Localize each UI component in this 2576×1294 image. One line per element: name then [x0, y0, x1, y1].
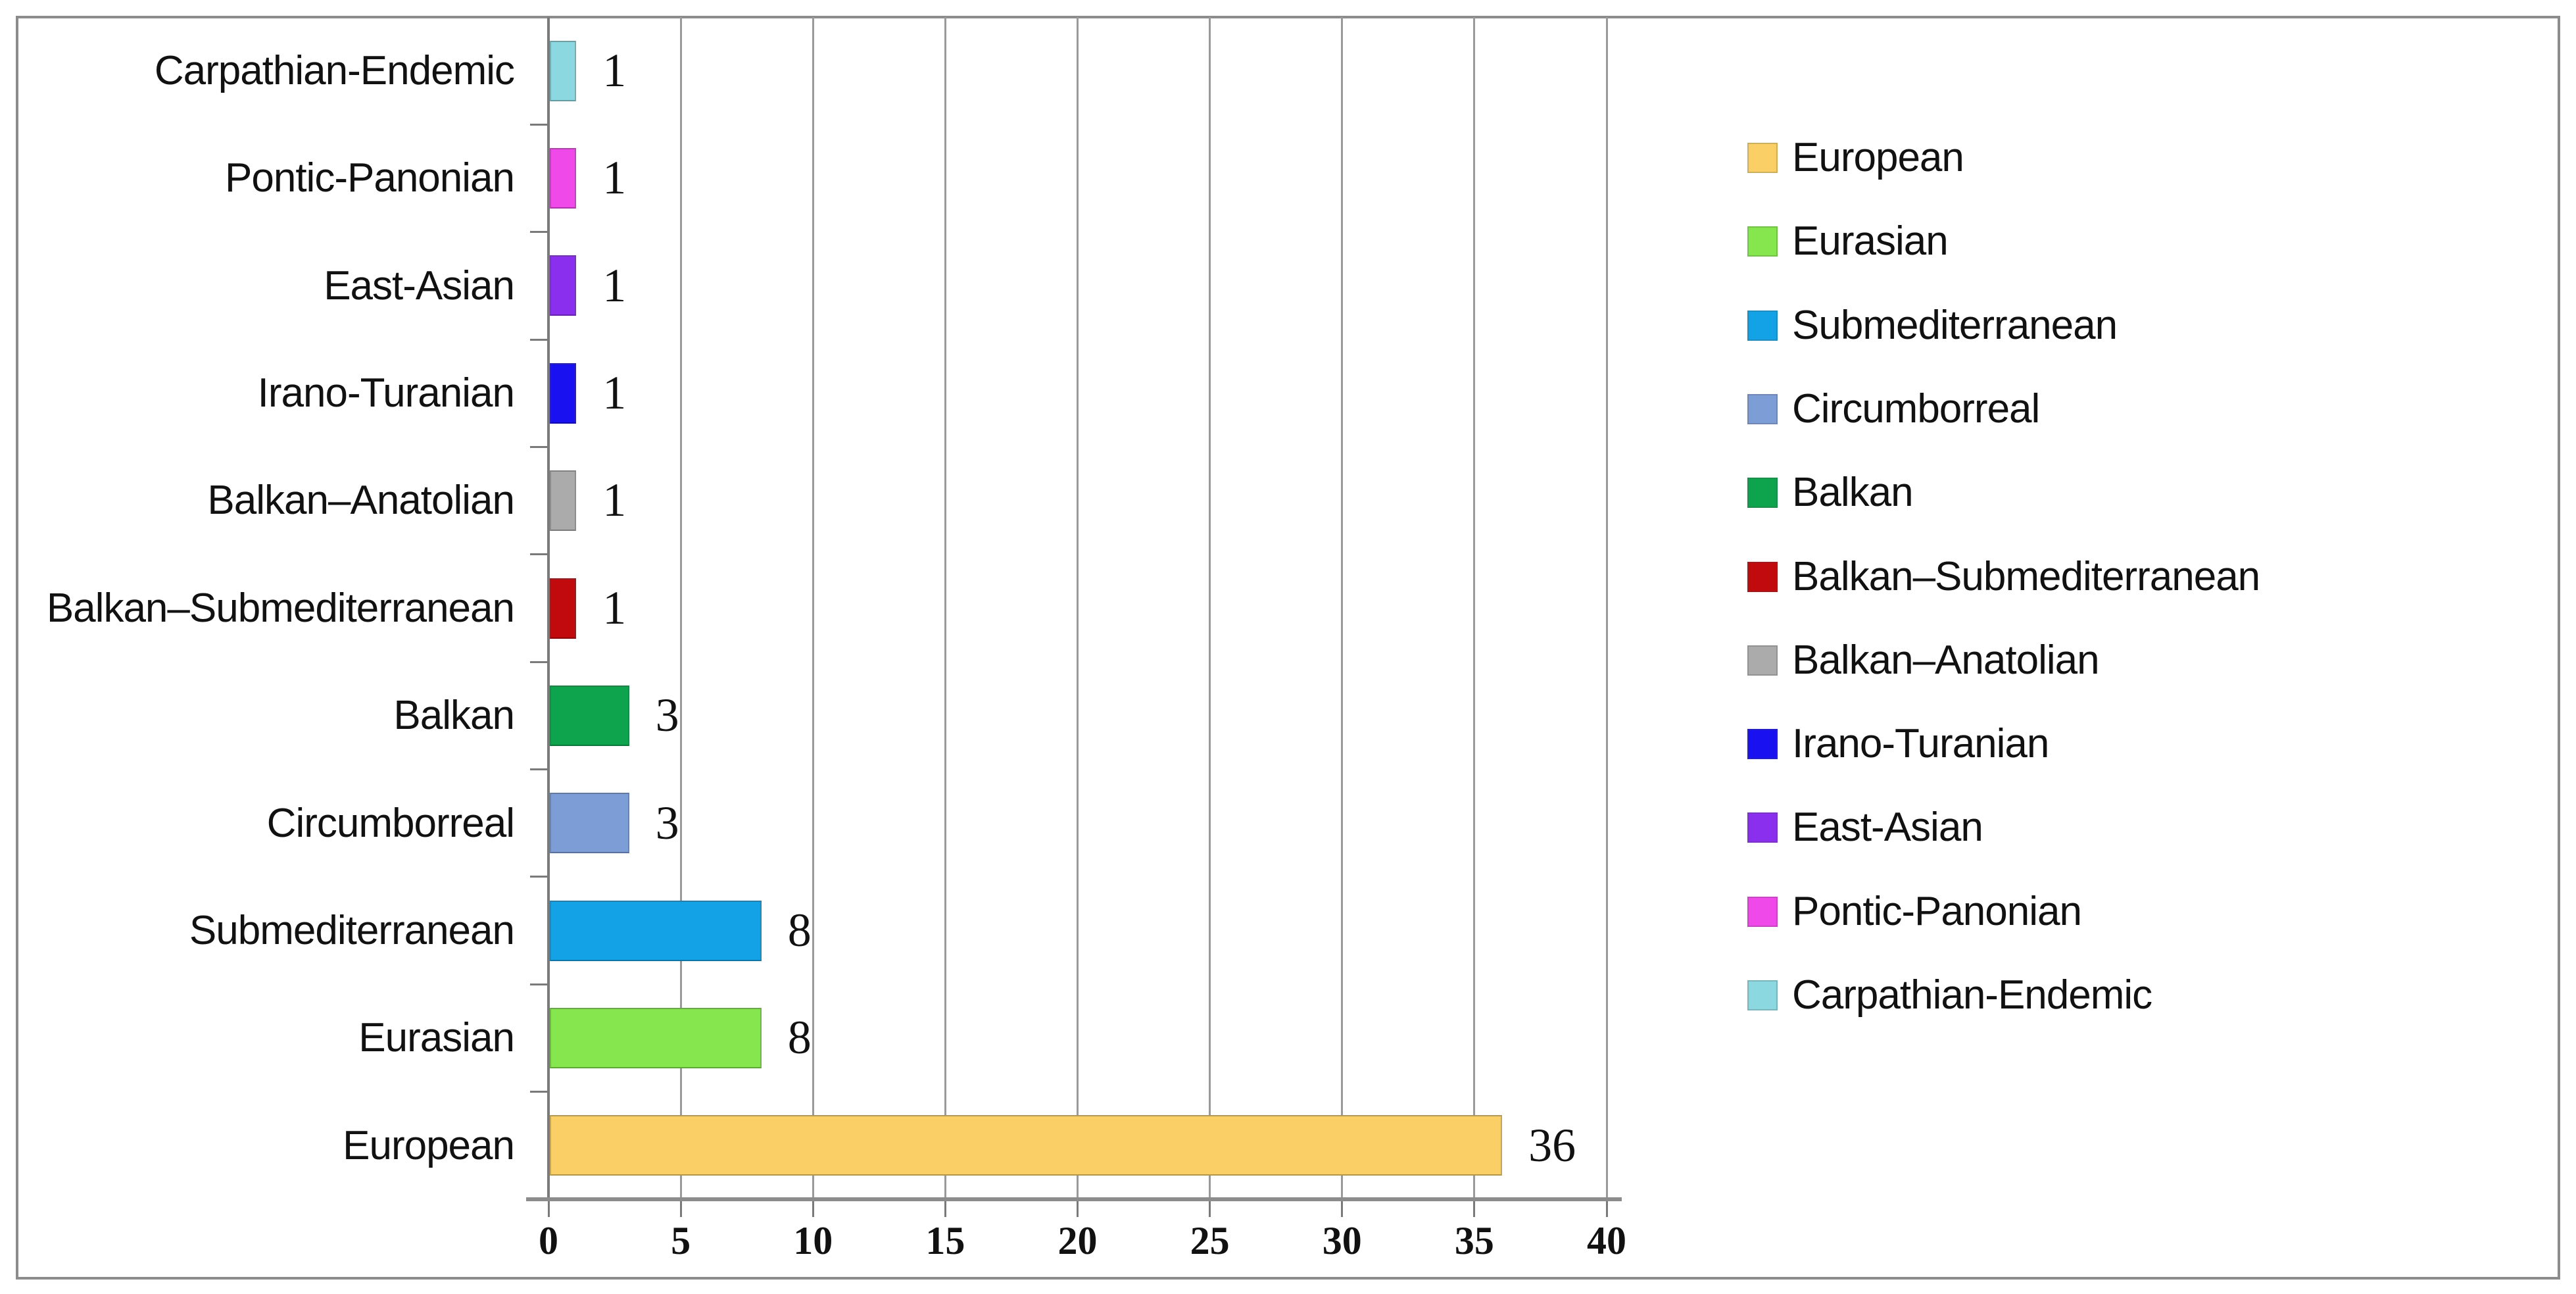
y-axis-tick-4 — [530, 445, 547, 448]
category-label: Balkan–Anatolian — [207, 478, 515, 524]
y-axis-tick-6 — [530, 660, 547, 663]
x-axis-tick-10 — [812, 1201, 814, 1217]
legend-swatch — [1747, 812, 1778, 843]
category-label: Circumborreal — [266, 800, 515, 846]
y-axis-tick-7 — [530, 768, 547, 771]
legend-swatch — [1747, 729, 1778, 760]
bar-value-label: 1 — [602, 151, 627, 205]
y-axis-tick-10 — [530, 1091, 547, 1093]
legend-swatch — [1747, 478, 1778, 509]
gridline-x-35 — [1473, 17, 1476, 1199]
legend-item-label: Pontic-Panonian — [1792, 888, 2082, 934]
gridline-x-15 — [944, 17, 946, 1199]
legend-item-label: Eurasian — [1792, 218, 1949, 264]
x-axis-tick-25 — [1209, 1201, 1211, 1217]
x-axis-tick-20 — [1077, 1201, 1079, 1217]
gridline-x-5 — [679, 17, 682, 1199]
bar-value-label: 36 — [1528, 1118, 1576, 1172]
bar-value-label: 1 — [602, 474, 627, 527]
y-axis-tick-3 — [530, 338, 547, 341]
legend-item-label: Irano-Turanian — [1792, 721, 2049, 767]
x-axis-tick-15 — [944, 1201, 946, 1217]
category-label: Carpathian-Endemic — [154, 48, 515, 93]
legend-swatch — [1747, 310, 1778, 341]
gridline-x-20 — [1077, 17, 1079, 1199]
legend-swatch — [1747, 645, 1778, 676]
bar-value-label: 8 — [787, 903, 812, 957]
legend-swatch — [1747, 226, 1778, 257]
x-axis-tick-5 — [679, 1201, 682, 1217]
category-label: Eurasian — [358, 1015, 515, 1061]
bar — [550, 148, 577, 209]
bar — [550, 470, 577, 532]
x-axis-tick-30 — [1341, 1201, 1344, 1217]
chart-outer-border — [16, 16, 2560, 1280]
bar — [550, 255, 577, 316]
legend-item-label: Balkan — [1792, 470, 1914, 516]
gridline-x-40 — [1605, 17, 1608, 1199]
gridline-x-30 — [1341, 17, 1344, 1199]
category-label: Irano-Turanian — [257, 370, 515, 416]
legend-swatch — [1747, 143, 1778, 173]
legend-swatch — [1747, 393, 1778, 424]
x-axis-tick-label-25: 25 — [1190, 1219, 1230, 1262]
bar — [550, 900, 762, 961]
legend-swatch — [1747, 896, 1778, 927]
y-axis-tick-2 — [530, 231, 547, 234]
bar — [550, 685, 629, 746]
x-axis-tick-0 — [547, 1201, 550, 1217]
bar — [550, 1007, 762, 1068]
gridline-x-10 — [812, 17, 814, 1199]
x-axis-tick-label-35: 35 — [1454, 1219, 1494, 1262]
legend-item-label: Circumborreal — [1792, 386, 2040, 432]
legend-item-label: Carpathian-Endemic — [1792, 972, 2152, 1018]
bar-value-label: 1 — [602, 366, 627, 420]
x-axis-tick-label-5: 5 — [671, 1219, 691, 1262]
y-axis-tick-9 — [530, 983, 547, 985]
bar — [550, 40, 577, 101]
y-axis-tick-5 — [530, 553, 547, 556]
category-label: East-Asian — [324, 262, 515, 309]
bar — [550, 578, 577, 639]
category-label: Balkan–Submediterranean — [46, 585, 515, 631]
bar-value-label: 8 — [787, 1011, 812, 1064]
bar-value-label: 1 — [602, 581, 627, 634]
y-axis-line — [547, 17, 550, 1199]
legend-item-label: Submediterranean — [1792, 302, 2118, 348]
legend-swatch — [1747, 561, 1778, 592]
bar — [550, 362, 577, 424]
category-label: Submediterranean — [189, 907, 515, 953]
category-label: Pontic-Panonian — [225, 155, 515, 201]
bar-value-label: 3 — [655, 689, 679, 742]
bar — [550, 1115, 1503, 1176]
category-label: European — [343, 1122, 515, 1168]
legend-item-label: Balkan–Anatolian — [1792, 637, 2100, 683]
x-axis-tick-label-15: 15 — [925, 1219, 965, 1262]
bar — [550, 793, 629, 854]
x-axis-tick-label-40: 40 — [1587, 1219, 1626, 1262]
y-axis-tick-1 — [530, 123, 547, 126]
legend-item-label: European — [1792, 135, 1964, 180]
x-axis-tick-label-0: 0 — [539, 1219, 558, 1262]
category-label: Balkan — [393, 693, 515, 739]
bar-value-label: 1 — [602, 259, 627, 312]
legend-item-label: Balkan–Submediterranean — [1792, 553, 2260, 599]
x-axis-tick-35 — [1473, 1201, 1476, 1217]
bar-value-label: 1 — [602, 44, 627, 97]
bar-value-label: 3 — [655, 796, 679, 849]
x-axis-tick-40 — [1605, 1201, 1608, 1217]
x-axis-tick-label-10: 10 — [793, 1219, 833, 1262]
x-axis-line — [526, 1197, 1622, 1201]
legend-item-label: East-Asian — [1792, 805, 1983, 851]
x-axis-tick-label-30: 30 — [1322, 1219, 1362, 1262]
x-axis-tick-label-20: 20 — [1057, 1219, 1098, 1262]
y-axis-tick-8 — [530, 876, 547, 878]
gridline-x-25 — [1209, 17, 1211, 1199]
legend-swatch — [1747, 980, 1778, 1010]
